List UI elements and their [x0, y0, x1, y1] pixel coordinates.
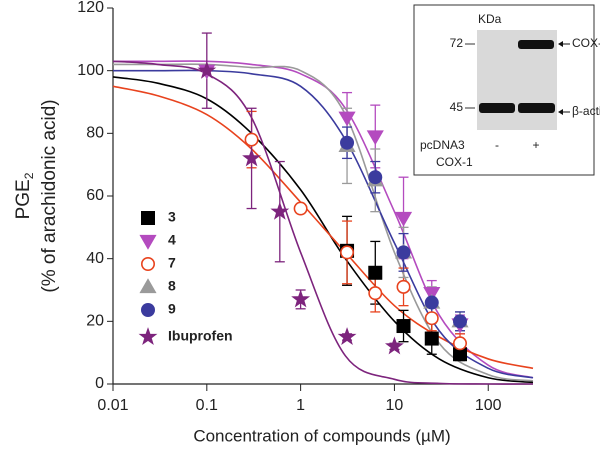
marker	[139, 278, 157, 294]
marker	[396, 245, 411, 260]
marker	[139, 234, 157, 250]
plot-area: 0 20 40 60 80 100 120 0.01 0.1 1 10 100 3 4 7 8 9 Ibuprof…	[77, 0, 534, 414]
marker	[141, 256, 156, 271]
marker	[138, 327, 158, 346]
x-tick-label: 1	[296, 397, 305, 414]
y-tick-label: 100	[77, 62, 104, 79]
marker	[368, 265, 383, 280]
y-tick-label: 120	[77, 0, 104, 16]
legend-label: 3	[168, 209, 176, 225]
fit-curve	[112, 60, 534, 385]
inset-row-label2: COX-1	[436, 155, 473, 169]
y-tick-label: 0	[95, 375, 104, 392]
marker	[340, 245, 355, 260]
band-cox1	[518, 40, 554, 49]
legend-label: Ibuprofen	[168, 328, 233, 344]
x-tick-label: 100	[475, 397, 502, 414]
inset-row-label: pcDNA3	[420, 138, 465, 152]
inset-arrowhead	[558, 41, 563, 47]
marker	[396, 279, 411, 294]
inset-band-high: COX-1	[572, 36, 600, 50]
marker	[197, 60, 217, 79]
inset-lane1: -	[495, 138, 499, 152]
marker	[366, 130, 384, 146]
marker	[244, 132, 259, 147]
marker	[338, 111, 356, 127]
band-actin-2	[518, 103, 555, 113]
x-axis-label: Concentration of compounds (µM)	[193, 426, 450, 445]
marker	[453, 336, 468, 351]
marker	[394, 211, 413, 227]
y-label-line1: PGE2	[13, 172, 36, 219]
legend-label: 7	[168, 255, 176, 271]
y-tick-label: 20	[86, 313, 104, 330]
marker	[453, 347, 468, 362]
fit-curve	[112, 76, 534, 384]
inset-lane2: +	[532, 138, 539, 152]
y-label-main: PGE	[13, 179, 34, 219]
marker	[384, 336, 404, 355]
marker	[141, 303, 155, 317]
marker	[293, 201, 308, 216]
y-axis-label: PGE2 (% of arachidonic acid)	[13, 99, 60, 292]
marker	[337, 327, 357, 346]
x-tick-label: 10	[386, 397, 404, 414]
inset: KDa 72 45 COX-1 β-actin pcDNA3 COX-1 - +	[413, 4, 600, 176]
inset-marker-low: 45	[450, 100, 464, 114]
y-label-sub: 2	[22, 172, 36, 179]
marker	[242, 148, 262, 167]
inset-arrowhead	[558, 109, 563, 115]
legend-label: 4	[168, 232, 176, 248]
y-label-line2: (% of arachidonic acid)	[39, 99, 60, 292]
marker	[424, 295, 439, 310]
marker	[424, 331, 439, 346]
marker	[424, 311, 439, 326]
marker	[291, 289, 311, 308]
band-actin-1	[479, 103, 515, 113]
x-tick-label: 0.01	[97, 397, 128, 414]
marker	[368, 170, 383, 185]
x-tick-label: 0.1	[196, 397, 218, 414]
marker	[141, 211, 155, 225]
inset-marker-high: 72	[450, 36, 464, 50]
inset-band-low: β-actin	[572, 104, 600, 118]
marker	[368, 286, 383, 301]
y-tick-label: 80	[86, 125, 104, 142]
legend: 3 4 7 8 9 Ibuprofen	[138, 209, 233, 346]
y-tick-label: 60	[86, 187, 104, 204]
legend-label: 8	[168, 278, 176, 294]
marker	[396, 319, 411, 334]
y-tick-label: 40	[86, 250, 104, 267]
inset-unit: KDa	[478, 12, 502, 26]
marker	[340, 135, 355, 150]
marker	[270, 201, 290, 220]
legend-label: 9	[168, 301, 176, 317]
marker	[453, 314, 468, 329]
